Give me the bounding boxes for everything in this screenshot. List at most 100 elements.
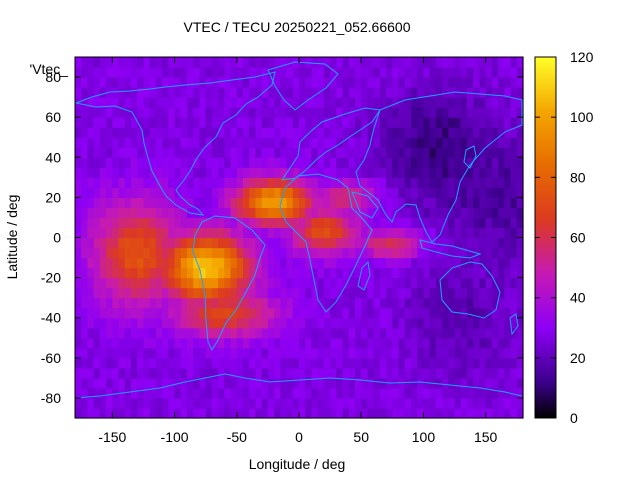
- heatmap-cell: [454, 137, 462, 148]
- heatmap-cell: [211, 397, 219, 409]
- heatmap-cell: [435, 67, 443, 78]
- heatmap-cell: [106, 247, 113, 259]
- heatmap-cell: [230, 197, 238, 209]
- heatmap-cell: [174, 57, 182, 68]
- heatmap-cell: [348, 77, 356, 88]
- heatmap-cell: [336, 97, 344, 108]
- heatmap-cell: [168, 97, 176, 108]
- heatmap-cell: [187, 127, 194, 138]
- heatmap-cell: [81, 147, 89, 158]
- heatmap-cell: [392, 397, 400, 409]
- heatmap-cell: [137, 287, 145, 299]
- heatmap-cell: [162, 267, 169, 279]
- heatmap-cell: [118, 97, 126, 108]
- heatmap-cell: [498, 347, 505, 359]
- heatmap-cell: [423, 167, 431, 178]
- heatmap-cell: [442, 317, 449, 329]
- heatmap-cell: [87, 177, 95, 188]
- heatmap-cell: [243, 167, 250, 178]
- heatmap-cell: [112, 217, 120, 229]
- heatmap-cell: [386, 197, 393, 209]
- heatmap-cell: [131, 247, 138, 259]
- heatmap-cell: [442, 257, 449, 269]
- heatmap-cell: [236, 407, 244, 419]
- heatmap-cell: [454, 377, 462, 389]
- heatmap-cell: [336, 387, 344, 399]
- heatmap-cell: [286, 227, 294, 239]
- heatmap-cell: [218, 277, 225, 289]
- heatmap-cell: [379, 377, 387, 389]
- heatmap-cell: [404, 67, 412, 78]
- heatmap-cell: [516, 97, 524, 108]
- heatmap-cell: [106, 267, 113, 279]
- heatmap-cell: [491, 127, 499, 138]
- heatmap-cell: [442, 297, 449, 309]
- heatmap-cell: [311, 97, 319, 108]
- heatmap-cell: [286, 327, 294, 339]
- heatmap-cell: [137, 377, 145, 389]
- heatmap-cell: [286, 107, 294, 118]
- heatmap-cell: [467, 147, 474, 158]
- heatmap-cell: [498, 87, 505, 98]
- heatmap-cell: [292, 327, 300, 339]
- heatmap-cell: [112, 67, 120, 78]
- heatmap-cell: [435, 267, 443, 279]
- heatmap-cell: [143, 187, 151, 198]
- heatmap-cell: [342, 257, 350, 269]
- heatmap-cell: [81, 97, 89, 108]
- heatmap-cell: [367, 287, 375, 299]
- heatmap-cell: [99, 287, 107, 299]
- heatmap-cell: [143, 227, 151, 239]
- heatmap-cell: [299, 337, 306, 349]
- heatmap-cell: [510, 117, 518, 128]
- heatmap-cell: [311, 197, 319, 209]
- heatmap-cell: [124, 117, 132, 128]
- heatmap-cell: [323, 107, 331, 118]
- heatmap-cell: [336, 157, 344, 168]
- coastline-south-america: [192, 215, 266, 352]
- heatmap-cell: [255, 97, 263, 108]
- heatmap-cell: [131, 357, 138, 369]
- heatmap-cell: [404, 57, 412, 68]
- heatmap-cell: [131, 347, 138, 359]
- heatmap-cell: [199, 167, 207, 178]
- heatmap-cell: [323, 217, 331, 229]
- heatmap-cell: [243, 327, 250, 339]
- heatmap-cell: [311, 307, 319, 319]
- heatmap-cell: [448, 107, 456, 118]
- heatmap-cell: [118, 377, 126, 389]
- heatmap-cell: [75, 117, 82, 128]
- heatmap-cell: [473, 287, 481, 299]
- heatmap-cell: [75, 327, 82, 339]
- heatmap-cell: [311, 317, 319, 329]
- heatmap-cell: [143, 347, 151, 359]
- heatmap-cell: [504, 317, 512, 329]
- heatmap-cell: [155, 107, 163, 118]
- heatmap-cell: [87, 97, 95, 108]
- heatmap-cell: [199, 287, 207, 299]
- heatmap-cell: [510, 197, 518, 209]
- heatmap-cell: [485, 317, 493, 329]
- heatmap-cell: [423, 387, 431, 399]
- heatmap-cell: [442, 157, 449, 168]
- heatmap-cell: [367, 157, 375, 168]
- heatmap-cell: [137, 307, 145, 319]
- heatmap-cell: [180, 67, 188, 78]
- heatmap-cell: [473, 237, 481, 249]
- heatmap-cell: [411, 97, 418, 108]
- heatmap-cell: [243, 347, 250, 359]
- heatmap-cell: [473, 77, 481, 88]
- heatmap-cell: [99, 167, 107, 178]
- heatmap-cell: [330, 297, 337, 309]
- heatmap-cell: [124, 157, 132, 168]
- heatmap-cell: [112, 147, 120, 158]
- heatmap-cell: [386, 407, 393, 419]
- heatmap-cell: [75, 227, 82, 239]
- y-tick-label: -80: [41, 390, 61, 406]
- heatmap-cell: [205, 397, 213, 409]
- heatmap-cell: [106, 217, 113, 229]
- heatmap-cell: [411, 177, 418, 188]
- heatmap-cell: [498, 57, 505, 68]
- heatmap-cell: [460, 377, 468, 389]
- heatmap-cell: [180, 147, 188, 158]
